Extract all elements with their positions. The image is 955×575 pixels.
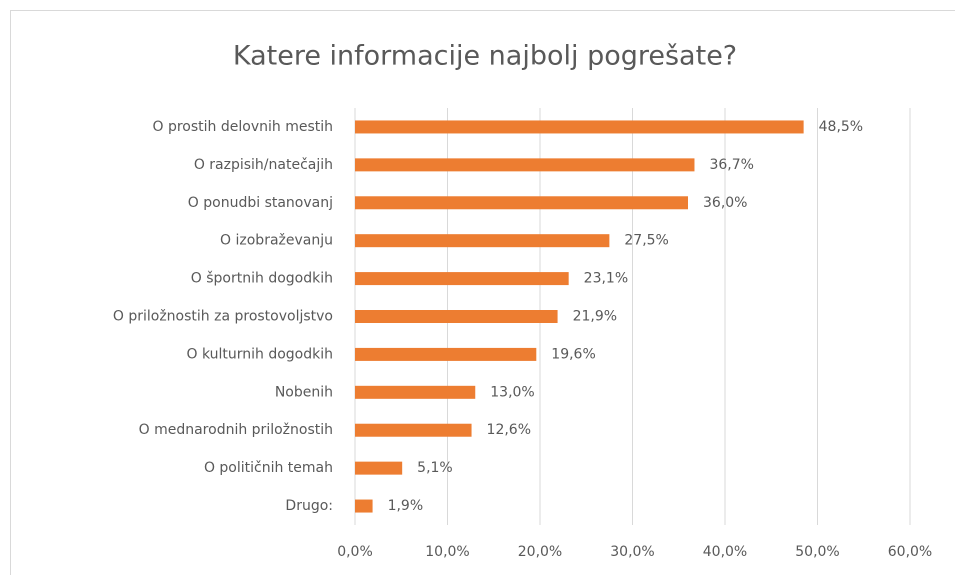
x-tick-label: 10,0% xyxy=(425,544,469,560)
bar xyxy=(355,310,558,323)
y-tick-label: O priložnostih za prostovoljstvo xyxy=(113,309,333,325)
bar xyxy=(355,385,476,399)
bar xyxy=(355,461,403,475)
data-label: 27,5% xyxy=(624,233,668,249)
bar xyxy=(355,158,695,172)
x-tick-label: 20,0% xyxy=(518,544,562,560)
bar xyxy=(355,347,537,361)
y-tick-label: O športnih dogodkih xyxy=(191,271,333,287)
y-tick-label: O ponudbi stanovanj xyxy=(188,195,333,211)
data-label: 5,1% xyxy=(417,460,453,476)
x-tick-label: 0,0% xyxy=(337,544,373,560)
bar xyxy=(355,499,373,513)
y-tick-label: O mednarodnih priložnostih xyxy=(139,422,333,438)
data-label: 1,9% xyxy=(388,498,424,514)
y-tick-label: O razpisih/natečajih xyxy=(194,157,333,173)
bar xyxy=(355,234,610,248)
bar xyxy=(355,423,472,437)
y-tick-label: O političnih temah xyxy=(204,460,333,476)
x-tick-label: 40,0% xyxy=(703,544,747,560)
data-label: 48,5% xyxy=(819,119,863,135)
x-tick-label: 50,0% xyxy=(795,544,839,560)
y-tick-label: Nobenih xyxy=(275,384,333,400)
y-tick-label: Drugo: xyxy=(285,498,333,514)
x-tick-label: 30,0% xyxy=(610,544,654,560)
chart-frame xyxy=(10,10,955,575)
data-label: 13,0% xyxy=(490,384,534,400)
data-label: 36,7% xyxy=(709,157,753,173)
data-label: 23,1% xyxy=(584,271,628,287)
data-label: 12,6% xyxy=(487,422,531,438)
data-label: 21,9% xyxy=(573,309,617,325)
bar xyxy=(355,196,688,210)
data-label: 19,6% xyxy=(551,346,595,362)
y-tick-label: O kulturnih dogodkih xyxy=(186,346,333,362)
y-tick-label: O izobraževanju xyxy=(220,233,333,249)
bar xyxy=(355,120,804,134)
x-tick-label: 60,0% xyxy=(888,544,932,560)
data-label: 36,0% xyxy=(703,195,747,211)
chart-title: Katere informacije najbolj pogrešate? xyxy=(233,41,737,72)
bar xyxy=(355,272,569,286)
y-tick-label: O prostih delovnih mestih xyxy=(153,119,334,135)
